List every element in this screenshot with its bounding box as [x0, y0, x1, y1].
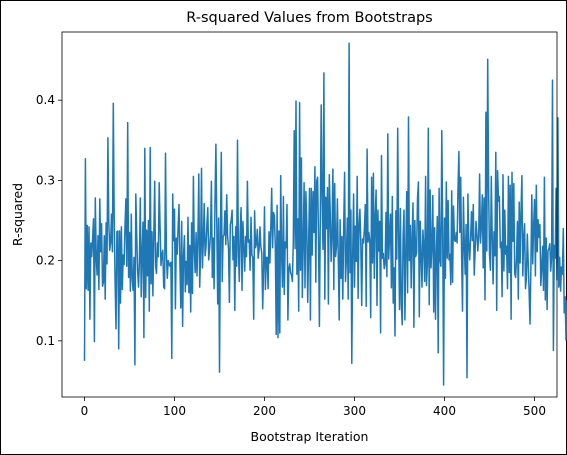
x-tick-label: 500: [523, 404, 546, 418]
plot-area: [83, 42, 567, 386]
x-tick-label: 0: [81, 404, 89, 418]
series-line: [83, 42, 567, 386]
y-axis: 0.1 0.2 0.3 0.4: [36, 93, 62, 348]
x-tick-label: 200: [253, 404, 276, 418]
y-axis-title: R-squared: [10, 183, 25, 246]
y-tick-label: 0.2: [36, 254, 55, 268]
x-tick-label: 300: [343, 404, 366, 418]
y-tick-label: 0.1: [36, 334, 55, 348]
chart-title: R-squared Values from Bootstraps: [186, 10, 433, 26]
y-tick-label: 0.4: [36, 93, 55, 107]
x-axis: 0 100 200 300 400 500: [81, 397, 546, 418]
x-tick-label: 400: [433, 404, 456, 418]
y-tick-label: 0.3: [36, 173, 55, 187]
axes-frame: [61, 31, 558, 398]
x-axis-title: Bootstrap Iteration: [251, 429, 369, 444]
x-tick-label: 100: [163, 404, 186, 418]
